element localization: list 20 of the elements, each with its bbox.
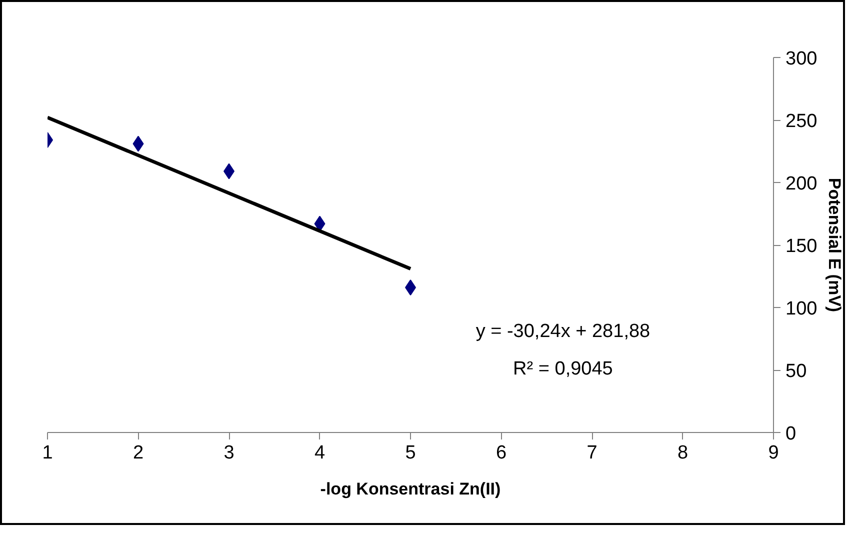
y-tick-label: 300 (786, 48, 818, 70)
x-tick-label: 5 (405, 442, 416, 464)
x-tick-label: 3 (224, 442, 234, 464)
x-axis-title: -log Konsentrasi Zn(II) (320, 480, 501, 498)
y-tick-label: 100 (786, 298, 818, 320)
y-tick-label: 250 (786, 111, 818, 132)
annotation: y = -30,24x + 281,88 (476, 320, 650, 342)
x-tick-label: 1 (42, 442, 53, 464)
annotation: R² = 0,9045 (513, 358, 613, 380)
x-tick-label: 6 (496, 442, 507, 464)
y-tick-label: 50 (786, 361, 807, 382)
x-tick-label: 2 (132, 442, 144, 464)
y-tick-label: 200 (786, 174, 818, 194)
y-tick-label: 0 (786, 424, 796, 444)
x-tick-label: 7 (586, 442, 598, 464)
y-tick-label: 150 (786, 236, 818, 257)
x-tick-label: 4 (314, 442, 326, 464)
x-tick-label: 9 (768, 442, 779, 464)
x-tick-label: 8 (677, 442, 688, 464)
y-axis-title: Potensial E (mV) (825, 178, 844, 312)
